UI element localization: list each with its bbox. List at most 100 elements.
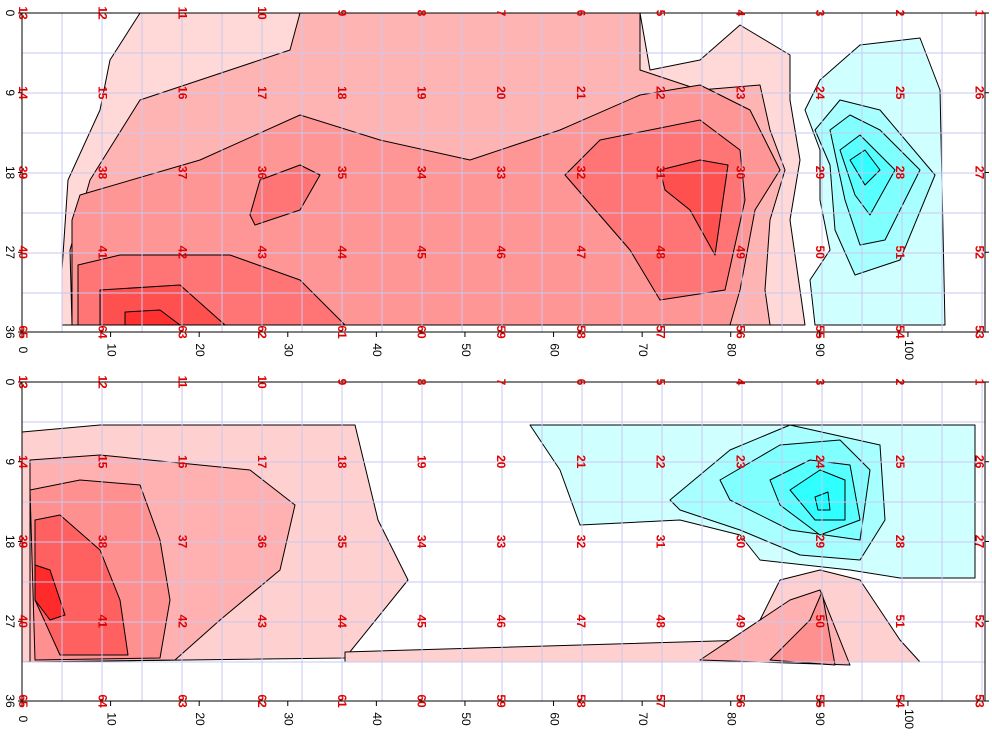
y-tick-label: 18 — [3, 166, 17, 180]
station-label: 46 — [494, 246, 508, 260]
y-tick-label: 0 — [3, 379, 17, 386]
station-label: 34 — [414, 166, 428, 180]
station-label: 11 — [175, 7, 189, 20]
station-label: 40 — [16, 246, 30, 260]
station-label: 6 — [574, 10, 588, 17]
station-label: 1 — [973, 10, 987, 17]
station-label: 22 — [654, 455, 668, 469]
station-label: 13 — [16, 375, 30, 389]
station-label: 37 — [175, 535, 189, 549]
station-label: 64 — [96, 325, 110, 339]
station-label: 58 — [574, 325, 588, 339]
station-label: 53 — [973, 694, 987, 708]
station-label: 26 — [973, 86, 987, 100]
x-tick-label: 30 — [282, 712, 296, 726]
station-label: 61 — [335, 325, 349, 339]
x-tick-label: 50 — [459, 343, 473, 357]
station-label: 15 — [96, 86, 110, 100]
station-label: 65 — [16, 694, 30, 708]
x-tick-label: 20 — [193, 712, 207, 726]
station-label: 32 — [574, 535, 588, 549]
station-label: 18 — [335, 455, 349, 469]
station-label: 54 — [893, 694, 907, 708]
station-label: 7 — [494, 379, 508, 386]
x-tick-label: 0 — [16, 716, 30, 723]
station-label: 30 — [733, 166, 747, 180]
station-label: 3 — [813, 10, 827, 17]
station-label: 36 — [255, 166, 269, 180]
station-label: 14 — [16, 86, 30, 100]
y-tick-label: 36 — [3, 325, 17, 339]
contour — [124, 309, 181, 326]
station-label: 48 — [654, 246, 668, 260]
station-label: 43 — [255, 246, 269, 260]
station-label: 63 — [175, 325, 189, 339]
x-tick-label: 40 — [370, 712, 384, 726]
station-label: 19 — [414, 455, 428, 469]
station-label: 8 — [414, 10, 428, 17]
station-label: 65 — [16, 325, 30, 339]
station-label: 37 — [175, 166, 189, 180]
station-label: 32 — [574, 166, 588, 180]
station-label: 58 — [574, 694, 588, 708]
station-label: 21 — [574, 455, 588, 469]
station-label: 12 — [96, 6, 110, 20]
station-label: 34 — [414, 535, 428, 549]
station-label: 57 — [654, 325, 668, 339]
x-tick-label: 60 — [547, 343, 561, 357]
station-label: 24 — [813, 86, 827, 100]
station-label: 4 — [733, 10, 747, 17]
station-label: 33 — [494, 166, 508, 180]
station-label: 6 — [574, 379, 588, 386]
station-label: 33 — [494, 535, 508, 549]
contour — [789, 469, 846, 521]
x-tick-label: 70 — [636, 343, 650, 357]
y-tick-label: 9 — [3, 458, 17, 465]
station-label: 45 — [414, 246, 428, 260]
station-label: 47 — [574, 615, 588, 629]
y-tick-label: 18 — [3, 535, 17, 549]
station-label: 60 — [414, 694, 428, 708]
station-label: 27 — [973, 535, 987, 549]
contour-fills-top — [61, 12, 946, 326]
x-tick-label: 90 — [813, 712, 827, 726]
station-label: 31 — [654, 166, 668, 180]
x-tick-label: 90 — [813, 343, 827, 357]
station-label: 10 — [255, 375, 269, 389]
station-label: 63 — [175, 694, 189, 708]
station-label: 39 — [16, 166, 30, 180]
station-label: 62 — [255, 694, 269, 708]
station-label: 24 — [813, 455, 827, 469]
station-label: 2 — [893, 10, 907, 17]
station-label: 4 — [733, 379, 747, 386]
station-label: 10 — [255, 6, 269, 20]
station-label: 46 — [494, 615, 508, 629]
station-label: 49 — [733, 615, 747, 629]
y-tick-label: 36 — [3, 694, 17, 708]
x-tick-label: 20 — [193, 343, 207, 357]
station-label: 20 — [494, 86, 508, 100]
station-label: 56 — [733, 694, 747, 708]
station-label: 31 — [654, 535, 668, 549]
station-label: 40 — [16, 615, 30, 629]
station-label: 8 — [414, 379, 428, 386]
x-tick-label: 40 — [370, 343, 384, 357]
station-label: 48 — [654, 615, 668, 629]
station-label: 20 — [494, 455, 508, 469]
station-label: 41 — [96, 615, 110, 629]
station-label: 12 — [96, 375, 110, 389]
station-label: 50 — [813, 615, 827, 629]
station-label: 16 — [175, 455, 189, 469]
station-label: 17 — [255, 86, 269, 100]
contour — [659, 159, 729, 256]
station-label: 26 — [973, 455, 987, 469]
station-label: 62 — [255, 325, 269, 339]
station-label: 41 — [96, 246, 110, 260]
contour — [849, 149, 881, 186]
station-label: 28 — [893, 535, 907, 549]
station-label: 16 — [175, 86, 189, 100]
x-tick-label: 30 — [282, 343, 296, 357]
station-label: 49 — [733, 246, 747, 260]
station-label: 14 — [16, 455, 30, 469]
